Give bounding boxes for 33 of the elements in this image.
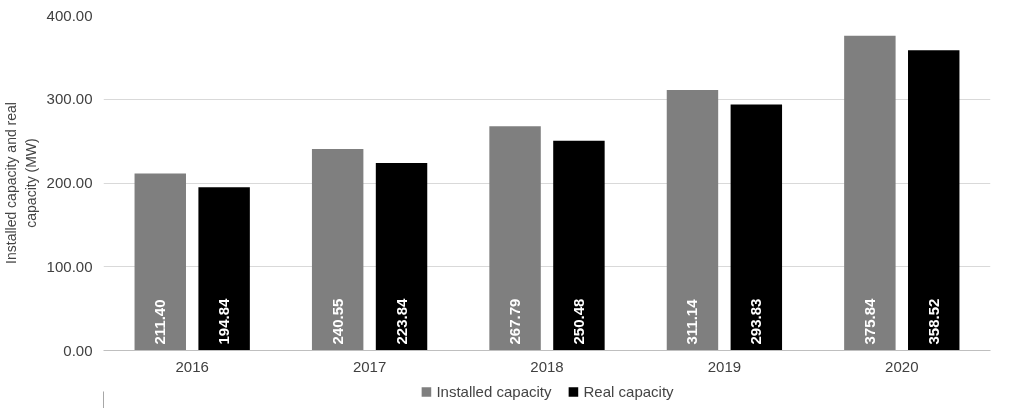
bar	[311, 149, 364, 351]
bar	[666, 89, 719, 351]
data-label: 267.79	[506, 298, 524, 345]
x-tick-label: 2020	[885, 357, 919, 375]
y-tick-label: 200.00	[46, 174, 93, 191]
y-tick-label: 400.00	[46, 6, 93, 24]
legend-label: Real capacity	[583, 382, 674, 400]
y-tick-label: 300.00	[46, 90, 93, 108]
data-label: 293.83	[747, 298, 765, 345]
bar	[553, 140, 605, 351]
x-tick-label: 2017	[352, 357, 387, 375]
x-tick-label: 2018	[530, 357, 564, 375]
x-tick-label: 2019	[707, 357, 742, 375]
y-axis-title: Installed capacity and real capacity (MW)	[3, 102, 39, 264]
bar	[908, 50, 960, 351]
bar	[730, 104, 783, 351]
bar	[489, 126, 541, 351]
data-label: 194.84	[215, 297, 233, 345]
bar	[198, 187, 250, 351]
data-label: 311.14	[683, 298, 701, 345]
data-label: 223.84	[392, 297, 410, 345]
bar	[134, 173, 186, 351]
data-label: 358.52	[924, 298, 942, 345]
data-label: 250.48	[569, 298, 587, 345]
x-tick-label: 2016	[175, 357, 209, 375]
legend-label: Installed capacity	[436, 382, 552, 400]
data-label: 240.55	[328, 298, 346, 345]
bar	[375, 163, 428, 351]
y-tick-label: 0.00	[63, 341, 93, 359]
bar	[844, 35, 896, 351]
data-label: 211.40	[151, 299, 169, 345]
data-label: 375.84	[860, 297, 878, 345]
y-tick-label: 100.00	[46, 257, 93, 275]
